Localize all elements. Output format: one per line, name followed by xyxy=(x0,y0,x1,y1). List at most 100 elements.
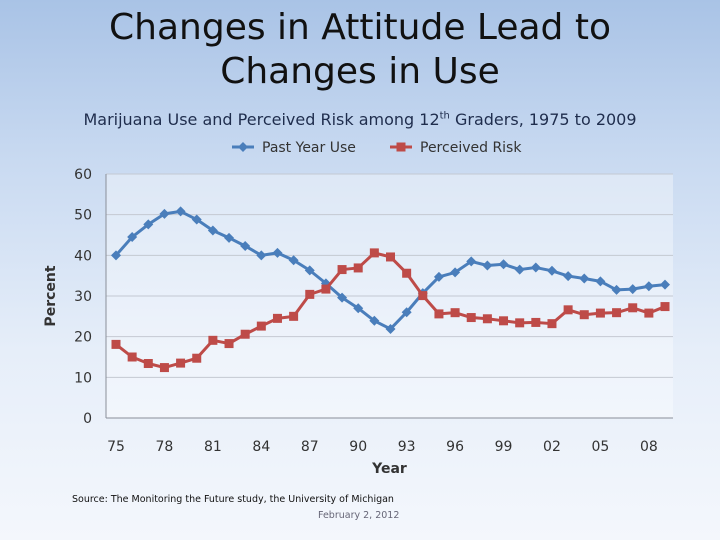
x-tick-label: 05 xyxy=(591,439,609,455)
data-point-perceived-risk xyxy=(240,329,250,339)
y-axis-title: Percent xyxy=(43,265,59,326)
data-point-perceived-risk xyxy=(628,303,638,313)
x-tick-label: 84 xyxy=(252,439,270,455)
data-point-past-year-use xyxy=(385,323,396,334)
data-point-past-year-use xyxy=(498,259,509,270)
source-note: Source: The Monitoring the Future study,… xyxy=(72,494,394,505)
y-tick-label: 50 xyxy=(74,208,92,224)
data-point-past-year-use xyxy=(143,219,154,230)
data-point-perceived-risk xyxy=(579,310,589,320)
data-point-perceived-risk xyxy=(369,248,379,258)
data-point-perceived-risk xyxy=(143,359,153,369)
data-point-past-year-use xyxy=(611,284,622,295)
data-point-past-year-use xyxy=(191,214,202,225)
data-point-past-year-use xyxy=(337,292,348,303)
legend-label-past-year-use: Past Year Use xyxy=(262,140,356,156)
data-point-perceived-risk xyxy=(289,311,299,321)
x-tick-label: 99 xyxy=(495,439,513,455)
date-note: February 2, 2012 xyxy=(318,510,400,521)
data-point-past-year-use xyxy=(111,250,121,261)
data-point-perceived-risk xyxy=(547,319,557,329)
y-tick-label: 30 xyxy=(74,289,92,305)
data-point-perceived-risk xyxy=(515,318,525,328)
y-tick-label: 0 xyxy=(83,411,92,427)
legend-marker-perceived-risk xyxy=(396,142,406,152)
chart-subtitle-superscript: th xyxy=(439,110,450,122)
data-point-past-year-use xyxy=(595,276,606,287)
x-tick-label: 87 xyxy=(301,439,319,455)
legend-label-perceived-risk: Perceived Risk xyxy=(420,140,522,156)
data-point-past-year-use xyxy=(563,271,574,282)
data-point-past-year-use xyxy=(660,279,670,290)
data-point-perceived-risk xyxy=(305,289,315,299)
x-tick-label: 96 xyxy=(446,439,464,455)
data-point-past-year-use xyxy=(240,240,251,251)
data-point-past-year-use xyxy=(369,315,380,326)
x-tick-label: 08 xyxy=(640,439,658,455)
legend-marker-past-year-use xyxy=(238,142,248,152)
data-point-perceived-risk xyxy=(466,313,476,323)
data-point-past-year-use xyxy=(466,256,477,267)
data-point-perceived-risk xyxy=(660,302,670,312)
x-tick-label: 81 xyxy=(204,439,222,455)
data-point-perceived-risk xyxy=(337,265,347,275)
data-point-past-year-use xyxy=(482,260,493,271)
data-point-past-year-use xyxy=(353,303,364,314)
data-point-past-year-use xyxy=(546,265,557,276)
data-point-perceived-risk xyxy=(434,309,444,319)
data-point-past-year-use xyxy=(433,271,444,282)
chart-subtitle: Marijuana Use and Perceived Risk among 1… xyxy=(0,110,720,129)
data-point-perceived-risk xyxy=(402,268,412,278)
x-tick-label: 90 xyxy=(349,439,367,455)
data-point-past-year-use xyxy=(304,265,315,276)
data-point-past-year-use xyxy=(159,208,170,219)
data-point-perceived-risk xyxy=(208,335,218,345)
data-point-perceived-risk xyxy=(353,263,363,273)
data-point-past-year-use xyxy=(579,273,590,284)
data-point-perceived-risk xyxy=(595,308,605,318)
x-axis-title: Year xyxy=(371,461,407,477)
chart-subtitle-text: Marijuana Use and Perceived Risk among 1… xyxy=(83,110,440,129)
data-point-perceived-risk xyxy=(563,305,573,315)
data-point-perceived-risk xyxy=(321,284,331,294)
data-point-perceived-risk xyxy=(192,353,202,363)
data-point-perceived-risk xyxy=(644,308,654,318)
x-tick-label: 02 xyxy=(543,439,561,455)
data-point-perceived-risk xyxy=(482,314,492,324)
data-point-perceived-risk xyxy=(612,308,622,318)
x-tick-label: 78 xyxy=(156,439,174,455)
data-point-past-year-use xyxy=(450,267,461,278)
y-tick-label: 10 xyxy=(74,370,92,386)
data-point-perceived-risk xyxy=(531,317,541,327)
data-point-past-year-use xyxy=(272,247,283,258)
data-point-perceived-risk xyxy=(418,291,428,301)
data-point-past-year-use xyxy=(207,225,218,236)
data-point-past-year-use xyxy=(127,232,138,243)
data-point-perceived-risk xyxy=(499,316,509,326)
data-point-perceived-risk xyxy=(159,363,169,373)
y-tick-label: 60 xyxy=(74,167,92,183)
data-point-past-year-use xyxy=(288,255,299,266)
data-point-perceived-risk xyxy=(111,339,121,349)
data-point-perceived-risk xyxy=(386,252,395,262)
data-point-past-year-use xyxy=(256,250,267,261)
data-point-past-year-use xyxy=(530,262,541,273)
data-point-past-year-use xyxy=(627,284,638,295)
slide-title: Changes in Attitude Lead to Changes in U… xyxy=(60,6,660,94)
slide-title-line-2: Changes in Use xyxy=(220,51,500,92)
data-point-past-year-use xyxy=(401,307,412,318)
data-point-perceived-risk xyxy=(272,313,282,323)
data-point-past-year-use xyxy=(514,264,525,275)
data-point-past-year-use xyxy=(175,206,186,217)
data-point-perceived-risk xyxy=(256,321,266,331)
x-tick-label: 93 xyxy=(398,439,416,455)
data-point-perceived-risk xyxy=(176,358,186,368)
chart-subtitle-text-end: Graders, 1975 to 2009 xyxy=(449,110,637,129)
data-point-past-year-use xyxy=(224,232,235,243)
y-tick-label: 20 xyxy=(74,330,92,346)
data-point-perceived-risk xyxy=(450,308,460,318)
slide-title-line-1: Changes in Attitude Lead to xyxy=(109,7,611,48)
x-tick-label: 75 xyxy=(107,439,125,455)
data-point-past-year-use xyxy=(643,281,654,292)
